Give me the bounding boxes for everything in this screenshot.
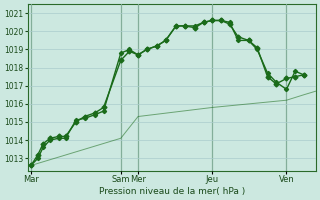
X-axis label: Pression niveau de la mer( hPa ): Pression niveau de la mer( hPa ) (99, 187, 245, 196)
